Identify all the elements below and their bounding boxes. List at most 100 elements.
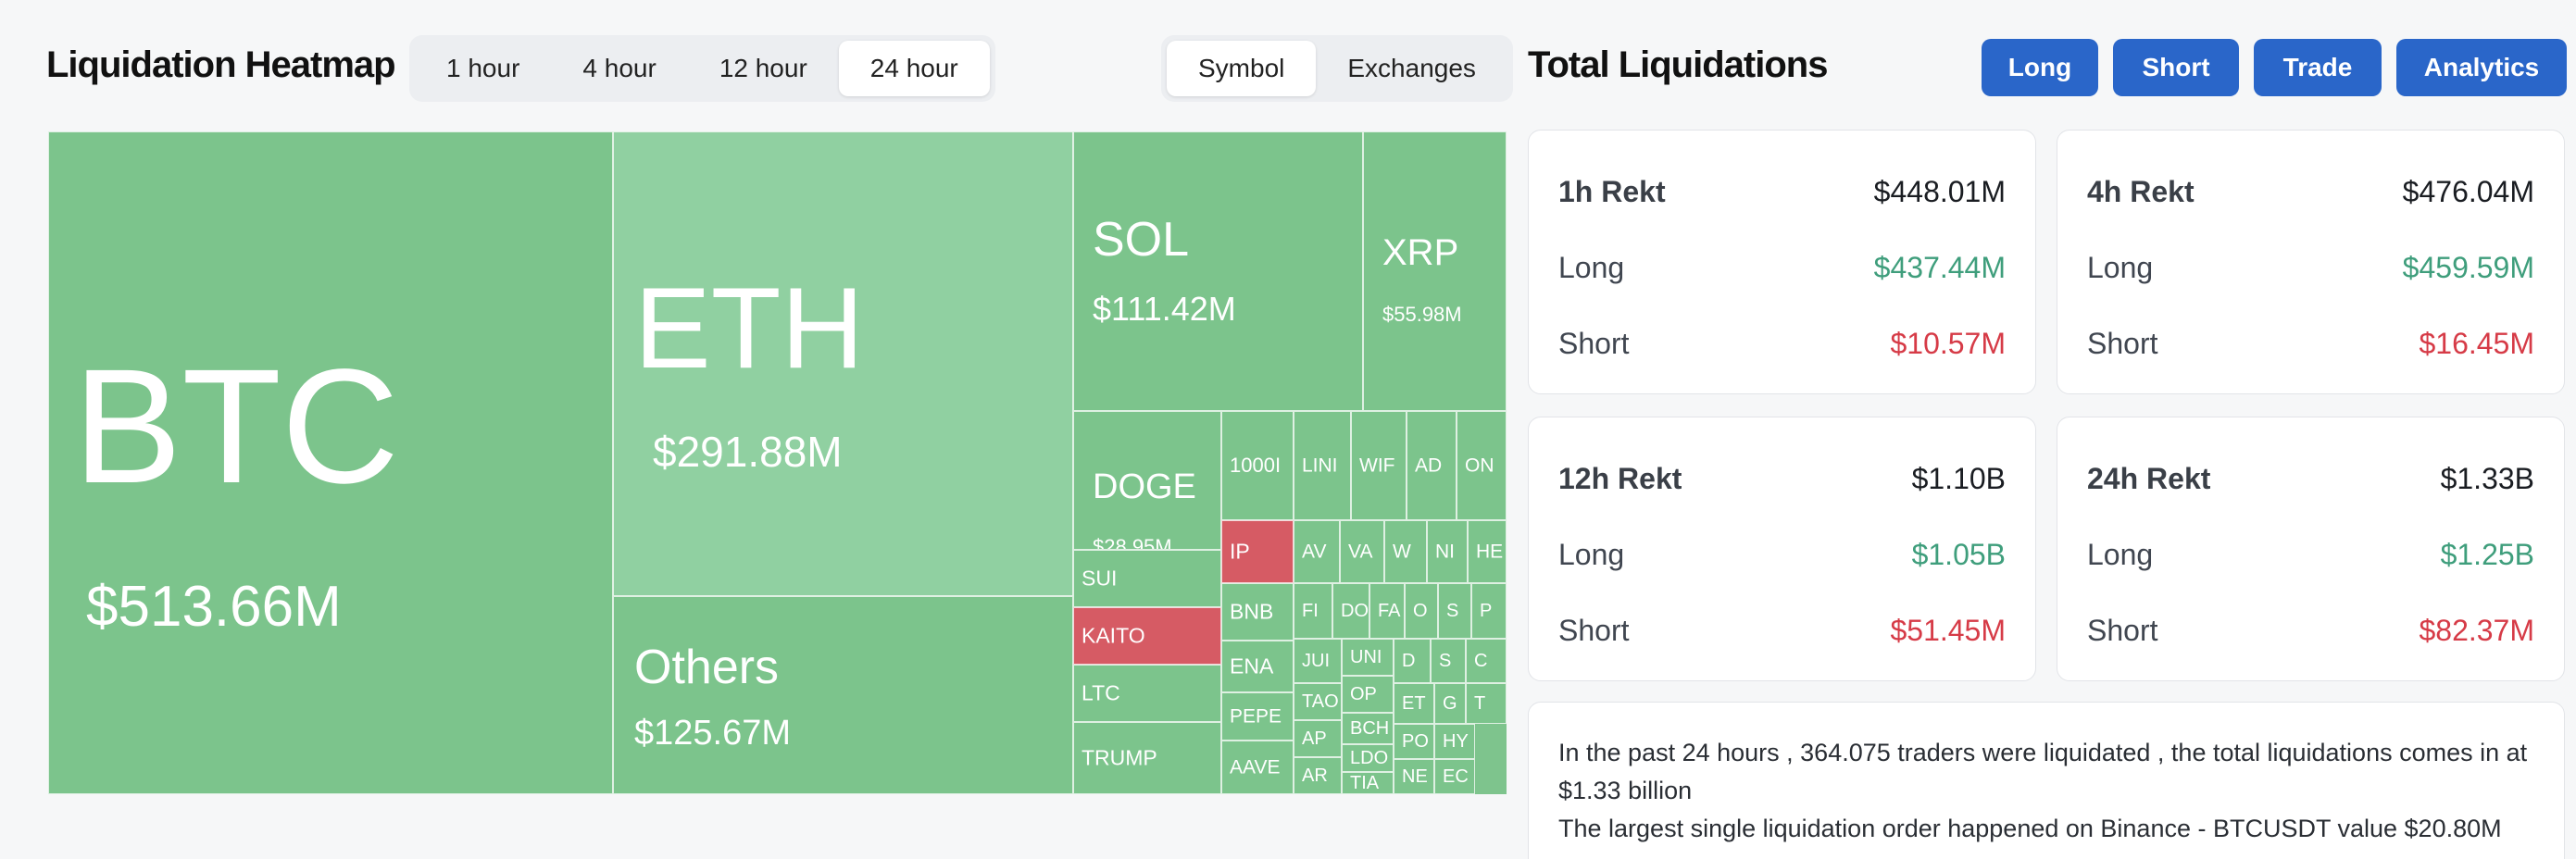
long-button[interactable]: Long	[1982, 39, 2098, 96]
treemap-cell-d[interactable]: D	[1394, 639, 1431, 683]
card-total-value: $1.10B	[1911, 461, 2006, 495]
treemap-cell-he[interactable]: HE	[1468, 520, 1507, 583]
long-value: $437.44M	[1873, 250, 2006, 284]
cell-value: $28.95M	[1093, 535, 1172, 550]
treemap-cell-ne[interactable]: NE	[1394, 759, 1434, 794]
treemap-cell-kaito[interactable]: KAITO	[1073, 607, 1221, 665]
cell-symbol: DOGE	[1093, 467, 1196, 506]
treemap-cell-c[interactable]: C	[1466, 639, 1507, 683]
cell-symbol: S	[1446, 601, 1459, 621]
heatmap-title: Liquidation Heatmap	[46, 44, 396, 85]
treemap-cell-ap[interactable]: AP	[1294, 720, 1342, 757]
time-option-4h[interactable]: 4 hour	[582, 54, 657, 82]
treemap-cell-ldo[interactable]: LDO	[1342, 744, 1394, 772]
treemap-cell-aave[interactable]: AAVE	[1221, 741, 1294, 794]
time-range-selector: 1 hour 4 hour 12 hour 24 hour	[409, 35, 995, 102]
treemap-cell-fa[interactable]: FA	[1369, 583, 1405, 639]
treemap-cell-op[interactable]: OP	[1342, 676, 1394, 713]
cell-symbol: SOL	[1093, 213, 1190, 267]
view-option-symbol[interactable]: Symbol	[1167, 41, 1317, 96]
time-option-1h[interactable]: 1 hour	[446, 54, 520, 82]
treemap-cell-pepe[interactable]: PEPE	[1221, 692, 1294, 741]
cell-symbol: S	[1439, 651, 1452, 671]
treemap-cell-ar[interactable]: AR	[1294, 757, 1342, 794]
cell-symbol: PO	[1402, 731, 1429, 752]
treemap-cell-va[interactable]: VA	[1340, 520, 1384, 583]
view-option-exchanges[interactable]: Exchanges	[1347, 54, 1476, 82]
treemap-cell-av[interactable]: AV	[1294, 520, 1340, 583]
treemap-cell-ltc[interactable]: LTC	[1073, 665, 1221, 722]
treemap-cell-do[interactable]: DO	[1332, 583, 1369, 639]
long-value: $1.05B	[1911, 537, 2006, 571]
cell-symbol: BTC	[73, 336, 399, 517]
cell-symbol: EC	[1443, 766, 1469, 787]
treemap-cell-ad[interactable]: AD	[1407, 411, 1457, 520]
treemap-cell-po[interactable]: PO	[1394, 724, 1434, 759]
cell-symbol: NE	[1402, 766, 1428, 787]
cell-symbol: DO	[1341, 601, 1369, 621]
card-title: 4h Rekt	[2087, 174, 2195, 208]
treemap-cell-tao[interactable]: TAO	[1294, 683, 1342, 720]
treemap-cell-sol[interactable]: SOL $111.42M	[1073, 131, 1363, 411]
treemap-cell-lini[interactable]: LINI	[1294, 411, 1351, 520]
short-button[interactable]: Short	[2113, 39, 2239, 96]
treemap-cell-t[interactable]: T	[1466, 683, 1507, 724]
treemap-cell-ec[interactable]: EC	[1434, 759, 1475, 794]
treemap-cell-o[interactable]: O	[1405, 583, 1438, 639]
liquidation-treemap: BTC $513.66M ETH $291.88M Others $125.67M SOL $…	[48, 131, 1507, 794]
summary-text-line-1: In the past 24 hours , 364.075 traders w…	[1558, 739, 2528, 804]
treemap-cell-g[interactable]: G	[1434, 683, 1466, 724]
treemap-cell-1000i[interactable]: 1000I	[1221, 411, 1294, 520]
treemap-cell-xrp[interactable]: XRP $55.98M	[1363, 131, 1507, 411]
cell-symbol: C	[1474, 651, 1488, 671]
cell-symbol: ENA	[1230, 654, 1274, 678]
treemap-cell-sui[interactable]: SUI	[1073, 550, 1221, 607]
cell-symbol: ON	[1465, 454, 1494, 477]
treemap-cell-jui[interactable]: JUI	[1294, 639, 1342, 683]
treemap-cell-uni[interactable]: UNI	[1342, 639, 1394, 676]
treemap-cell-wif[interactable]: WIF	[1351, 411, 1407, 520]
analytics-button[interactable]: Analytics	[2396, 39, 2567, 96]
cell-symbol: PEPE	[1230, 705, 1282, 728]
short-label: Short	[2087, 326, 2158, 360]
treemap-cell-s[interactable]: S	[1431, 639, 1466, 683]
treemap-cell-eth[interactable]: ETH $291.88M	[613, 131, 1073, 596]
trade-button[interactable]: Trade	[2254, 39, 2382, 96]
treemap-cell-s[interactable]: S	[1438, 583, 1471, 639]
card-title: 12h Rekt	[1558, 461, 1682, 495]
cell-symbol: VA	[1348, 541, 1373, 563]
stat-card-4h: 4h Rekt $476.04M Long $459.59M Short $16.45…	[2057, 130, 2565, 394]
time-option-24h[interactable]: 24 hour	[838, 41, 990, 96]
stat-card-12h: 12h Rekt $1.10B Long $1.05B Short $51.45M	[1528, 417, 2036, 681]
card-total-value: $1.33B	[2440, 461, 2534, 495]
long-value: $459.59M	[2402, 250, 2534, 284]
cell-symbol: AP	[1302, 728, 1327, 749]
treemap-cell-bnb[interactable]: BNB	[1221, 583, 1294, 641]
treemap-cell-btc[interactable]: BTC $513.66M	[48, 131, 613, 794]
card-title: 24h Rekt	[2087, 461, 2211, 495]
treemap-cell-ni[interactable]: NI	[1427, 520, 1468, 583]
total-liquidations-title: Total Liquidations	[1528, 44, 1828, 85]
treemap-cell-fi[interactable]: FI	[1294, 583, 1332, 639]
cell-symbol: JUI	[1302, 651, 1330, 671]
time-option-12h[interactable]: 12 hour	[719, 54, 807, 82]
treemap-cell-on[interactable]: ON	[1457, 411, 1507, 520]
treemap-cell-p[interactable]: P	[1471, 583, 1507, 639]
short-label: Short	[2087, 613, 2158, 647]
treemap-cell-doge[interactable]: DOGE $28.95M	[1073, 411, 1221, 550]
treemap-cell-ena[interactable]: ENA	[1221, 641, 1294, 692]
long-label: Long	[1558, 537, 1625, 571]
card-title: 1h Rekt	[1558, 174, 1666, 208]
treemap-cell-ip[interactable]: IP	[1221, 520, 1294, 583]
treemap-cell-others[interactable]: Others $125.67M	[613, 596, 1073, 794]
treemap-cell-et[interactable]: ET	[1394, 683, 1434, 724]
stat-card-1h: 1h Rekt $448.01M Long $437.44M Short $10.57…	[1528, 130, 2036, 394]
treemap-cell-tia[interactable]: TIA	[1342, 772, 1394, 794]
treemap-cell-hy[interactable]: HY	[1434, 724, 1475, 759]
treemap-cell-bch[interactable]: BCH	[1342, 713, 1394, 744]
cell-symbol: 1000I	[1230, 454, 1282, 477]
cell-symbol: WIF	[1359, 454, 1395, 477]
treemap-cell-trump[interactable]: TRUMP	[1073, 722, 1221, 794]
treemap-cell-w[interactable]: W	[1384, 520, 1427, 583]
short-label: Short	[1558, 613, 1630, 647]
